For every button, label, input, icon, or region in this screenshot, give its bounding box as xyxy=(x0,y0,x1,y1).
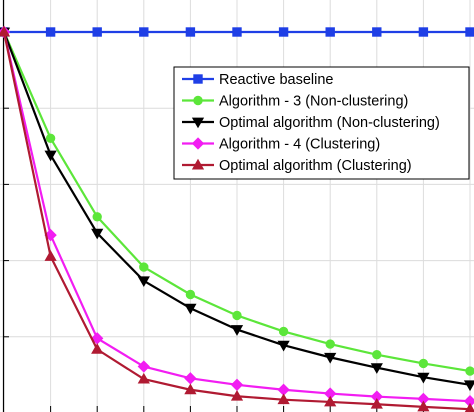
data-point-s2-7 xyxy=(324,352,337,364)
legend-label-1: Algorithm - 3 (Non-clustering) xyxy=(219,94,408,110)
data-point-s4-6 xyxy=(277,393,290,405)
legend-marker-1 xyxy=(193,95,203,106)
data-point-s2-10 xyxy=(463,380,474,392)
legend-marker-2 xyxy=(191,117,205,129)
legend-label-3: Algorithm - 4 (Clustering) xyxy=(219,137,380,153)
data-point-s3-3 xyxy=(137,360,150,373)
data-point-s2-2 xyxy=(91,228,104,240)
data-point-s4-0 xyxy=(0,25,11,37)
data-point-s1-1 xyxy=(45,133,56,143)
data-point-s1-6 xyxy=(278,326,289,337)
series-2 xyxy=(0,27,474,392)
data-point-s2-5 xyxy=(230,325,244,336)
data-point-s2-1 xyxy=(44,150,57,162)
data-point-s3-5 xyxy=(230,378,244,391)
series-4 xyxy=(0,25,474,412)
data-point-s4-9 xyxy=(417,400,430,412)
data-point-s0-3 xyxy=(139,27,149,37)
legend-marker-0 xyxy=(193,74,203,84)
data-point-s2-6 xyxy=(277,340,290,352)
data-point-s1-3 xyxy=(139,262,149,272)
legend-marker-4 xyxy=(191,158,205,170)
data-point-s0-9 xyxy=(418,27,429,37)
data-point-s0-5 xyxy=(232,27,242,37)
data-point-s2-4 xyxy=(184,303,197,315)
data-point-s0-6 xyxy=(278,27,289,37)
data-point-s2-9 xyxy=(417,372,430,384)
data-point-s0-2 xyxy=(92,27,102,37)
data-point-s4-7 xyxy=(324,395,337,407)
legend-label-4: Optimal algorithm (Clustering) xyxy=(219,158,412,174)
data-point-s1-4 xyxy=(185,289,196,300)
data-point-s4-10 xyxy=(464,402,474,412)
data-point-s3-1 xyxy=(44,228,57,242)
series-0 xyxy=(0,27,474,37)
data-point-s4-3 xyxy=(137,372,150,384)
data-point-s0-8 xyxy=(372,27,382,37)
data-point-s1-9 xyxy=(418,358,429,369)
series-1 xyxy=(0,27,474,376)
data-point-s1-2 xyxy=(92,212,102,222)
data-point-s0-10 xyxy=(465,27,474,37)
data-point-s0-7 xyxy=(325,27,335,37)
data-point-s1-5 xyxy=(232,310,242,321)
data-point-s3-4 xyxy=(184,372,197,385)
data-point-s0-1 xyxy=(45,27,56,37)
data-point-s2-3 xyxy=(137,276,150,288)
data-point-s0-4 xyxy=(185,27,196,37)
data-point-s4-5 xyxy=(230,389,244,401)
legend-label-0: Reactive baseline xyxy=(219,72,333,88)
data-point-s4-2 xyxy=(91,343,104,354)
data-point-s1-10 xyxy=(465,366,474,376)
legend-marker-3 xyxy=(191,137,205,150)
data-point-s1-8 xyxy=(372,350,382,360)
data-point-s4-4 xyxy=(184,383,197,395)
data-point-s4-1 xyxy=(44,250,57,261)
data-point-s1-7 xyxy=(325,339,335,349)
data-point-s4-8 xyxy=(370,397,383,409)
series-layer xyxy=(0,25,474,412)
legend-label-2: Optimal algorithm (Non-clustering) xyxy=(219,115,440,131)
legend: Reactive baseline Algorithm - 3 (Non-clus… xyxy=(173,66,470,180)
legend-box xyxy=(173,66,470,180)
data-point-s2-8 xyxy=(370,363,383,374)
